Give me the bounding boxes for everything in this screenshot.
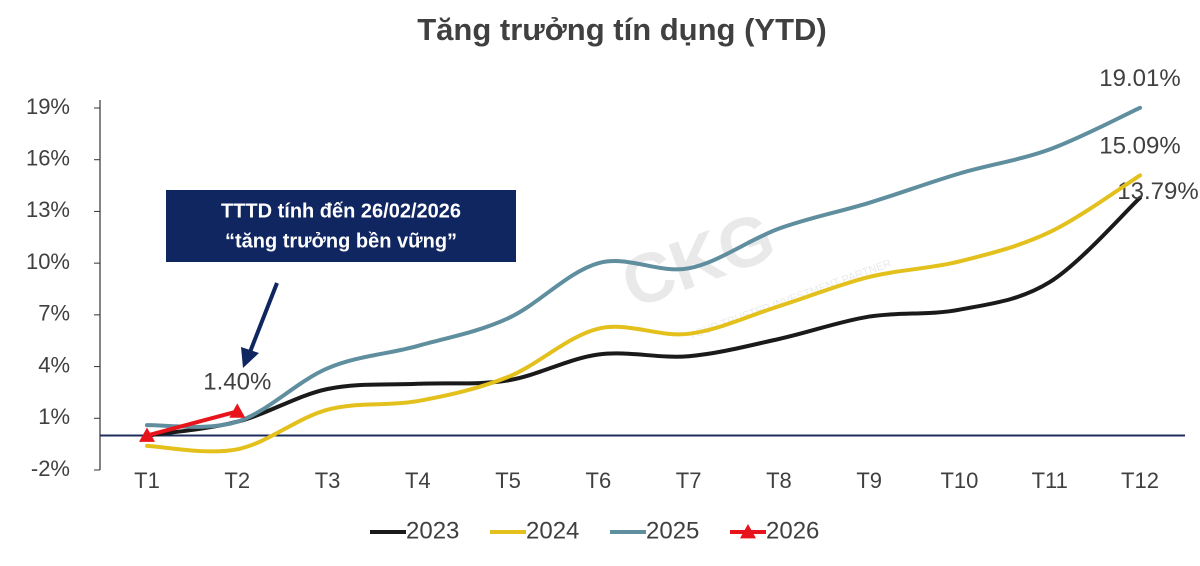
x-tick-label: T11 bbox=[1032, 468, 1068, 493]
y-tick-label: 1% bbox=[38, 404, 70, 429]
y-tick-label: 13% bbox=[26, 197, 70, 222]
series-line bbox=[145, 173, 1142, 454]
x-tick-label: T9 bbox=[856, 468, 882, 493]
series-marker bbox=[229, 403, 246, 418]
x-tick-label: T6 bbox=[586, 468, 612, 493]
x-tick-label: T2 bbox=[224, 468, 250, 493]
value-label: 1.40% bbox=[203, 369, 271, 396]
x-tick-label: T1 bbox=[134, 468, 160, 493]
series-line bbox=[145, 195, 1142, 438]
x-tick-label: T10 bbox=[940, 468, 978, 493]
annotation-text: “tăng trưởng bền vững” bbox=[225, 230, 457, 252]
series-marker bbox=[139, 427, 155, 442]
legend-label: 2024 bbox=[526, 517, 579, 544]
legend-label: 2023 bbox=[406, 517, 459, 544]
annotation-box bbox=[166, 190, 516, 262]
x-tick-label: T7 bbox=[676, 468, 702, 493]
legend-marker bbox=[740, 524, 756, 539]
annotation-arrow bbox=[248, 282, 279, 353]
x-tick-label: T5 bbox=[495, 468, 521, 493]
y-tick-label: 4% bbox=[38, 352, 70, 377]
value-label: 19.01% bbox=[1099, 65, 1180, 92]
legend-label: 2025 bbox=[646, 517, 699, 544]
value-label: 15.09% bbox=[1099, 133, 1180, 160]
y-tick-label: -2% bbox=[31, 456, 70, 481]
chart-title: Tăng trưởng tín dụng (YTD) bbox=[417, 12, 827, 47]
annotation-arrowhead bbox=[241, 347, 259, 368]
series-line bbox=[145, 409, 240, 438]
y-tick-label: 19% bbox=[26, 94, 70, 119]
x-tick-label: T8 bbox=[766, 468, 792, 493]
series-line bbox=[145, 105, 1142, 429]
y-tick-label: 10% bbox=[26, 249, 70, 274]
y-tick-label: 16% bbox=[26, 146, 70, 171]
x-tick-label: T12 bbox=[1121, 468, 1159, 493]
legend-label: 2026 bbox=[766, 517, 819, 544]
x-tick-label: T4 bbox=[405, 468, 431, 493]
x-tick-label: T3 bbox=[315, 468, 341, 493]
y-tick-label: 7% bbox=[38, 301, 70, 326]
annotation-text: TTTD tính đến 26/02/2026 bbox=[221, 200, 461, 222]
